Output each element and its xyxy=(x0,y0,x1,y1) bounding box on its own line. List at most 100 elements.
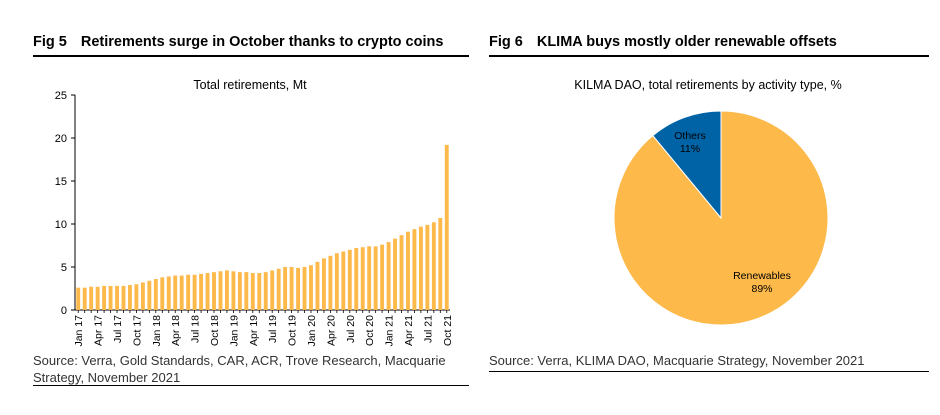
pie-slice-renewables xyxy=(613,110,829,326)
bar-x-tick-label: Oct 19 xyxy=(287,315,299,346)
bar xyxy=(373,246,378,310)
bar xyxy=(276,268,281,310)
bar-x-tick-label: Oct 18 xyxy=(209,315,221,346)
bar-x-tick-label: Jul 20 xyxy=(345,315,357,343)
bar-x-tick-label: Jan 21 xyxy=(384,315,396,347)
bar xyxy=(173,275,178,310)
bar xyxy=(302,267,307,310)
bar xyxy=(225,270,229,310)
bar xyxy=(438,217,443,310)
pie-chart-title: KILMA DAO, total retirements by activity… xyxy=(574,78,841,92)
fig5-bottom-rule xyxy=(33,385,469,386)
pie-label-others: Others xyxy=(674,130,706,142)
bar xyxy=(250,273,255,310)
bar xyxy=(218,271,223,310)
bar-x-tick-label: Jan 20 xyxy=(306,315,318,347)
fig6-header: Fig 6 KLIMA buys mostly older renewable o… xyxy=(489,34,837,50)
bar-chart-bars xyxy=(76,144,449,310)
bar xyxy=(257,273,262,310)
bar xyxy=(102,285,107,310)
fig5-source: Source: Verra, Gold Standards, CAR, ACR,… xyxy=(33,353,446,385)
fig6-bottom-rule xyxy=(489,371,929,372)
bar-x-tick-label: Jan 19 xyxy=(228,315,240,347)
bar xyxy=(444,144,449,310)
bar xyxy=(212,272,216,310)
bar xyxy=(412,229,417,310)
bar-y-tick-label: 0 xyxy=(61,305,67,317)
bar xyxy=(270,270,275,310)
bar-x-tick-label: Apr 20 xyxy=(325,315,337,346)
bar xyxy=(205,273,210,310)
bar-x-tick-label: Apr 17 xyxy=(93,315,105,346)
bar-y-tick-label: 5 xyxy=(61,262,67,274)
bar-x-tick-label: Jul 21 xyxy=(422,315,434,343)
bar xyxy=(186,274,191,310)
bar-x-tick-label: Jul 19 xyxy=(267,315,279,343)
fig5-title: Retirements surge in October thanks to c… xyxy=(80,34,444,50)
fig6-source: Source: Verra, KLIMA DAO, Macquarie Stra… xyxy=(489,353,865,368)
bar xyxy=(160,277,165,310)
bar xyxy=(360,247,365,310)
fig6-header-rule xyxy=(489,55,929,57)
bar xyxy=(289,267,294,310)
bar xyxy=(108,285,113,310)
bar-x-tick-label: Apr 18 xyxy=(170,315,182,346)
pie-chart-slices xyxy=(613,110,829,326)
bar xyxy=(354,248,359,310)
bar xyxy=(341,251,346,310)
bar xyxy=(140,282,145,310)
bar-x-tick-label: Apr 21 xyxy=(403,315,415,346)
bar xyxy=(199,273,204,310)
bar-chart-x-ticks: Jan 17 Apr 17 Jul 17 Oct 17 Jan 18 Apr 18 Jul … xyxy=(73,310,454,347)
bar xyxy=(179,275,184,310)
bar xyxy=(406,231,410,310)
bar xyxy=(147,280,152,310)
fig5-header: Fig 5 Retirements surge in October thanks… xyxy=(33,34,443,50)
bar xyxy=(95,286,100,310)
bar xyxy=(153,279,158,310)
bar xyxy=(425,224,430,310)
bar xyxy=(121,285,126,310)
bar-y-tick-label: 20 xyxy=(55,133,67,145)
bar-x-tick-label: Jul 18 xyxy=(190,315,202,343)
bar xyxy=(166,276,171,310)
bar-y-tick-label: 25 xyxy=(55,90,67,102)
bar xyxy=(367,246,372,310)
bar-y-tick-label: 15 xyxy=(55,176,67,188)
bar xyxy=(89,286,94,310)
bar xyxy=(418,226,423,310)
fig6-title: KLIMA buys mostly older renewable offset… xyxy=(536,34,837,50)
pie-label-renewables: Renewables xyxy=(733,270,791,282)
pie-value-renewables: 89% xyxy=(751,283,772,295)
bar-x-tick-label: Jan 17 xyxy=(73,315,85,347)
bar xyxy=(399,235,404,310)
fig5-number: Fig 5 xyxy=(33,34,67,50)
fig5-header-rule xyxy=(33,55,469,57)
bar xyxy=(128,285,132,310)
bar-x-tick-label: Apr 19 xyxy=(248,315,260,346)
bar xyxy=(76,287,81,310)
bar xyxy=(386,242,391,310)
bar xyxy=(315,261,320,310)
fig6-number: Fig 6 xyxy=(489,34,523,50)
bar xyxy=(231,271,236,310)
bar xyxy=(393,238,397,310)
bar xyxy=(328,255,333,310)
pie-slice-others xyxy=(652,110,722,220)
bar xyxy=(82,287,87,310)
bar xyxy=(347,249,352,310)
bar xyxy=(192,274,197,310)
bar xyxy=(380,244,385,310)
bar xyxy=(115,285,119,310)
bar xyxy=(237,272,242,310)
bar xyxy=(296,267,300,310)
bar xyxy=(309,265,313,310)
bar-x-tick-label: Oct 20 xyxy=(364,315,376,346)
bar xyxy=(283,267,288,310)
bar-y-tick-label: 10 xyxy=(55,219,67,231)
bar xyxy=(334,253,339,310)
pie-value-others: 11% xyxy=(680,143,700,155)
bar-x-tick-label: Oct 21 xyxy=(442,315,454,346)
bar xyxy=(431,222,436,310)
